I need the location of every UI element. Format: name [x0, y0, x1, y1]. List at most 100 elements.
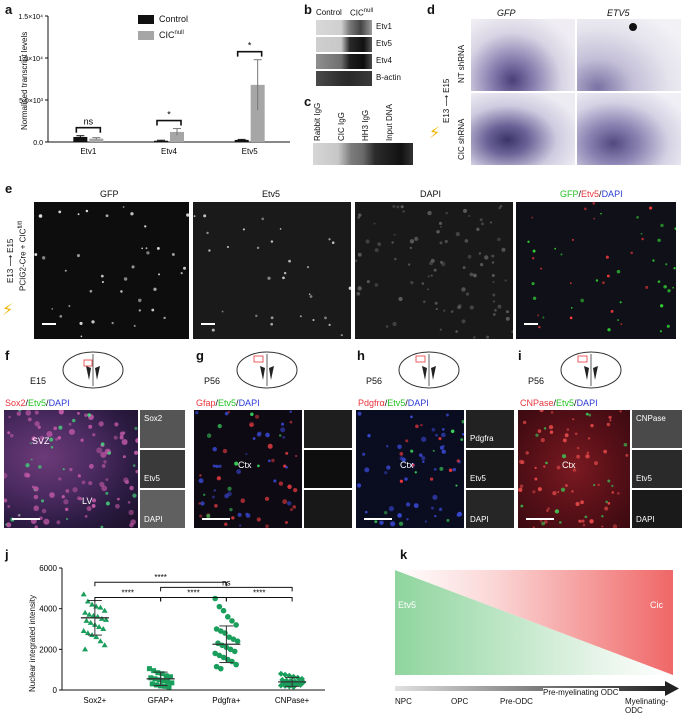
- cell: [101, 485, 108, 492]
- cell: [59, 315, 63, 318]
- cell: [534, 477, 538, 481]
- cell: [434, 514, 437, 518]
- stage-opc: OPC: [451, 697, 469, 706]
- cell: [455, 330, 458, 333]
- stage-npc: NPC: [395, 697, 412, 706]
- cell: [436, 229, 440, 234]
- cell: [34, 421, 40, 427]
- cell: [122, 431, 126, 435]
- cell: [237, 512, 242, 517]
- point: [82, 646, 89, 652]
- sig-label: ****: [122, 588, 134, 597]
- cell: [461, 432, 464, 436]
- cell: [462, 208, 468, 213]
- cell: [421, 456, 426, 461]
- sig-bracket: [225, 596, 293, 602]
- cell: [439, 225, 442, 228]
- cell: [273, 479, 277, 483]
- panel-label-h: h: [357, 348, 365, 363]
- panel-e: GFP Etv5 DAPI GFP/Etv5/DAPI E13 ⟶ E15 PC…: [0, 185, 685, 340]
- point: [297, 681, 304, 688]
- cell: [132, 493, 137, 498]
- cell: [312, 319, 315, 322]
- y-tick-label: 1.0×10⁴: [18, 56, 43, 63]
- cell: [406, 517, 409, 521]
- cell: [37, 425, 41, 429]
- cell: [400, 205, 404, 209]
- cell: [245, 452, 248, 456]
- point: [82, 609, 89, 615]
- cell: [535, 433, 539, 437]
- cell: [114, 503, 120, 509]
- cell: [504, 279, 507, 282]
- stain-image-g: Ctx: [194, 410, 302, 528]
- sig-bracket: [94, 581, 227, 587]
- cell: [672, 286, 675, 289]
- cell: [549, 430, 554, 434]
- cell: [539, 410, 544, 413]
- y-tick-label: 1.5×10⁴: [18, 14, 43, 21]
- cell: [65, 517, 69, 521]
- cell: [40, 499, 45, 503]
- cell: [386, 465, 391, 470]
- cell: [68, 428, 75, 435]
- cell: [431, 506, 434, 510]
- cell: [438, 507, 443, 511]
- cell: [584, 515, 588, 519]
- confocal-title-etv5: Etv5: [262, 189, 281, 199]
- cell: [429, 477, 434, 481]
- point: [220, 654, 227, 661]
- gel-band: [313, 143, 413, 165]
- cell: [7, 505, 11, 508]
- point: [216, 603, 223, 610]
- cell: [438, 437, 442, 441]
- cell: [213, 489, 216, 492]
- point: [229, 618, 235, 624]
- cell: [299, 315, 302, 318]
- cell: [57, 436, 62, 440]
- cell: [430, 274, 433, 277]
- cell: [285, 465, 288, 469]
- cell: [88, 481, 93, 486]
- cell: [53, 426, 58, 431]
- inset-f-dapi: DAPI: [140, 490, 185, 528]
- cell: [429, 261, 433, 266]
- cell: [77, 213, 80, 216]
- cell: [268, 459, 271, 463]
- cell: [560, 253, 563, 256]
- cell: [479, 263, 484, 267]
- cell: [501, 247, 506, 252]
- cell: [543, 465, 546, 468]
- cell: [128, 509, 134, 516]
- cell: [374, 283, 379, 287]
- inset-i-etv5: Etv5: [632, 450, 682, 488]
- cell: [398, 521, 404, 526]
- cell: [388, 506, 395, 512]
- cell: [270, 240, 274, 243]
- cell: [88, 424, 93, 429]
- cell: [612, 524, 618, 528]
- cell: [518, 487, 523, 492]
- cell: [620, 323, 623, 326]
- legend-control: Control: [138, 14, 188, 25]
- region-ctx-g: Ctx: [238, 460, 252, 470]
- confocal-timeline: E13 ⟶ E15: [6, 238, 15, 283]
- cell: [492, 313, 496, 316]
- cell: [366, 280, 370, 284]
- cell: [492, 293, 496, 297]
- cell: [51, 308, 54, 310]
- point: [89, 601, 96, 607]
- cell: [144, 225, 147, 228]
- cell: [101, 464, 106, 468]
- cell: [540, 438, 545, 443]
- sig-label: *: [167, 110, 171, 120]
- brain-schematic-g: [236, 351, 298, 389]
- cell: [519, 484, 524, 488]
- cell: [105, 501, 110, 506]
- cell: [601, 515, 604, 518]
- bar-etv4-1: [170, 131, 184, 142]
- cell: [113, 435, 118, 440]
- cell: [256, 246, 260, 250]
- cell: [221, 310, 224, 313]
- point: [101, 642, 108, 648]
